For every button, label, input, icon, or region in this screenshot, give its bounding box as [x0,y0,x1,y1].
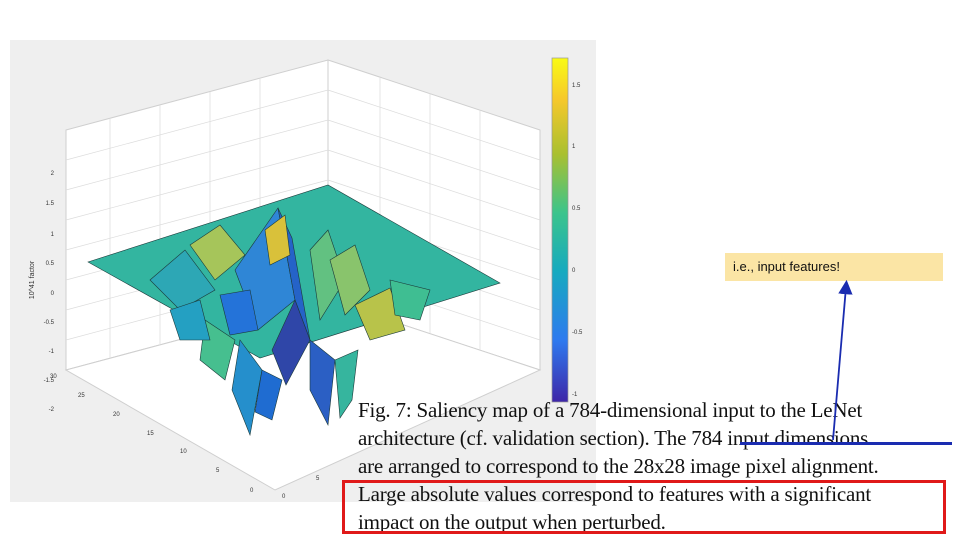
z-axis-label: 10^41 factor [29,260,36,299]
y-tick: 30 [50,374,57,380]
caption-line: are arranged to correspond to the 28x28 … [358,454,879,478]
colorbar-tick: 1 [572,144,576,150]
z-tick: -0.5 [44,320,55,326]
caption-line: Large absolute values correspond to feat… [358,482,872,506]
colorbar-tick: 0.5 [572,206,581,212]
y-tick: 10 [180,449,187,455]
x-tick: 0 [282,494,286,500]
y-axis: 30 25 20 15 10 5 0 [50,374,254,494]
z-tick: 1.5 [46,201,55,207]
y-tick: 15 [147,431,154,437]
y-tick: 25 [78,393,85,399]
colorbar-tick: 0 [572,268,576,274]
colorbar-tick: -1 [572,392,578,398]
z-tick: 2 [51,171,55,177]
caption-line: architecture (cf. validation section). T… [358,426,869,450]
figure-caption: Fig. 7: Saliency map of a 784-dimensiona… [358,396,954,536]
surface-plot: 2 1.5 1 0.5 0 -0.5 -1 -1.5 -2 10^41 fact… [29,57,583,500]
z-tick: 0.5 [46,261,55,267]
saliency-surface [87,184,501,437]
z-tick: -2 [49,407,55,413]
colorbar-ticks: 1.5 1 0.5 0 -0.5 -1 [572,83,583,398]
y-tick: 5 [216,468,220,474]
colorbar-tick: -0.5 [572,330,583,336]
z-tick: -1.5 [44,378,55,384]
z-tick: 0 [51,291,55,297]
y-tick: 20 [113,412,120,418]
z-axis: 2 1.5 1 0.5 0 -0.5 -1 -1.5 -2 10^41 fact… [29,171,55,413]
y-tick: 0 [250,488,254,494]
caption-line: Fig. 7: Saliency map of a 784-dimensiona… [358,398,863,422]
z-tick: -1 [49,349,55,355]
x-axis: 0 5 [282,476,320,500]
x-tick: 5 [316,476,320,482]
saliency-map-figure: 2 1.5 1 0.5 0 -0.5 -1 -1.5 -2 10^41 fact… [10,40,596,502]
callout-note: i.e., input features! [725,253,943,281]
z-tick: 1 [51,232,55,238]
underline-annotation [740,442,952,445]
highlight-box [342,480,946,534]
caption-line: impact on the output when perturbed. [358,510,666,534]
colorbar [551,57,569,403]
colorbar-tick: 1.5 [572,83,581,89]
